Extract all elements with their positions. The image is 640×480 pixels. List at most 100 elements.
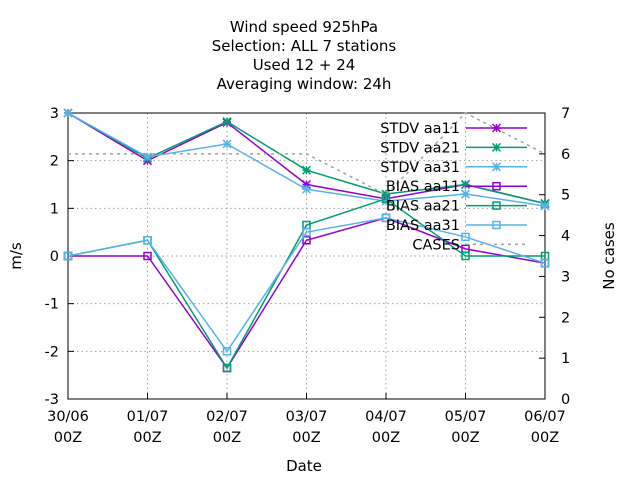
y-axis-ticks: -3 -2 -1 0 1 2 3 bbox=[45, 106, 74, 408]
y2-axis-label: No cases bbox=[600, 222, 618, 290]
legend-label: STDV aa21 bbox=[380, 140, 460, 156]
title-line-2: Selection: ALL 7 stations bbox=[212, 37, 397, 55]
y-tick-label: 3 bbox=[50, 106, 59, 122]
y2-tick-label: 7 bbox=[561, 106, 570, 122]
data-point-stdv-aa31 bbox=[222, 139, 232, 149]
data-point-stdv-aa31 bbox=[460, 189, 471, 199]
x-tick-label-time: 00Z bbox=[531, 430, 559, 446]
data-point-bias-aa31 bbox=[222, 347, 232, 356]
series-bias-aa21 bbox=[63, 194, 550, 373]
x-tick-label-date: 01/07 bbox=[127, 409, 169, 425]
data-point-stdv-aa31 bbox=[540, 201, 550, 211]
data-point-stdv-aa31 bbox=[301, 184, 312, 194]
y-axis-label: m/s bbox=[7, 242, 25, 270]
x-tick-label-date: 04/07 bbox=[365, 409, 407, 425]
y2-tick-label: 5 bbox=[561, 188, 570, 204]
legend-label: STDV aa31 bbox=[380, 160, 460, 176]
legend-swatch-marker bbox=[492, 181, 501, 191]
legend-item-bias-aa21: BIAS aa21 bbox=[386, 199, 527, 215]
legend-swatch-marker bbox=[491, 142, 502, 152]
x-tick-label-date: 05/07 bbox=[445, 409, 487, 425]
legend-label: BIAS aa11 bbox=[386, 179, 460, 195]
data-point-stdv-aa21 bbox=[222, 117, 232, 127]
title-line-1: Wind speed 925hPa bbox=[230, 18, 378, 36]
data-point-stdv-aa21 bbox=[381, 189, 391, 199]
y2-axis-ticks: 0 1 2 3 4 5 6 7 bbox=[539, 106, 570, 408]
star-stroke bbox=[381, 189, 391, 199]
y2-tick-label: 6 bbox=[561, 147, 570, 163]
data-point-bias-aa11 bbox=[143, 251, 152, 261]
data-point-bias-aa31 bbox=[540, 258, 550, 268]
data-point-bias-aa31 bbox=[63, 251, 73, 261]
x-tick-label-time: 00Z bbox=[213, 430, 241, 446]
star-stroke bbox=[222, 117, 232, 127]
y-tick-label: -3 bbox=[45, 392, 59, 408]
legend-item-stdv-aa31: STDV aa31 bbox=[380, 160, 527, 176]
legend-item-bias-aa11: BIAS aa11 bbox=[386, 179, 527, 195]
chart-title: Wind speed 925hPa Selection: ALL 7 stati… bbox=[212, 18, 397, 93]
title-line-4: Averaging window: 24h bbox=[217, 75, 392, 93]
data-point-bias-aa21 bbox=[381, 194, 391, 204]
series-group bbox=[63, 108, 550, 373]
y2-tick-label: 2 bbox=[561, 310, 570, 326]
star-stroke bbox=[460, 179, 471, 190]
legend-item-bias-aa31: BIAS aa31 bbox=[386, 218, 527, 234]
star-stroke bbox=[540, 201, 550, 211]
legend-swatch-marker bbox=[491, 123, 502, 133]
star-stroke bbox=[491, 162, 502, 172]
x-tick-label-date: 02/07 bbox=[206, 409, 248, 425]
star-stroke bbox=[222, 139, 232, 149]
x-tick-label-time: 00Z bbox=[451, 430, 479, 446]
legend-swatch-marker bbox=[491, 162, 502, 172]
star-stroke bbox=[491, 123, 502, 133]
y-tick-label: -1 bbox=[45, 297, 59, 313]
star-stroke bbox=[491, 142, 502, 152]
series-line-bias-aa31 bbox=[67, 217, 546, 353]
series-cases bbox=[68, 112, 546, 196]
x-tick-label-time: 00Z bbox=[372, 430, 400, 446]
series-line-cases bbox=[68, 112, 546, 196]
data-point-bias-aa11 bbox=[302, 236, 311, 245]
legend: STDV aa11 STDV aa21 STDV aa31 BIAS aa11 BIAS… bbox=[380, 121, 527, 253]
data-point-stdv-aa21 bbox=[301, 165, 312, 175]
legend-item-stdv-aa11: STDV aa11 bbox=[380, 121, 527, 137]
series-stdv-aa31 bbox=[63, 108, 550, 211]
title-line-3: Used 12 + 24 bbox=[253, 56, 356, 74]
legend-swatch-marker bbox=[492, 201, 501, 210]
data-point-bias-aa31 bbox=[461, 232, 470, 242]
y2-tick-label: 4 bbox=[561, 229, 570, 245]
legend-swatch-marker bbox=[492, 220, 501, 230]
x-axis-ticks: 30/06 00Z 01/07 00Z 02/07 00Z 03/07 00Z 04/07 00Z… bbox=[47, 393, 566, 446]
star-stroke bbox=[460, 189, 471, 199]
data-point-bias-aa21 bbox=[222, 363, 232, 373]
y2-tick-label: 0 bbox=[561, 392, 570, 408]
legend-item-stdv-aa21: STDV aa21 bbox=[380, 140, 527, 156]
y-tick-label: -2 bbox=[45, 344, 59, 360]
star-stroke bbox=[381, 196, 391, 206]
legend-label: BIAS aa21 bbox=[386, 199, 460, 215]
x-tick-label-date: 03/07 bbox=[286, 409, 328, 425]
series-line-bias-aa11 bbox=[68, 217, 546, 370]
data-point-stdv-aa21 bbox=[460, 179, 471, 190]
legend-label: CASES bbox=[412, 237, 460, 253]
y2-tick-label: 3 bbox=[561, 269, 570, 285]
star-stroke bbox=[301, 165, 312, 175]
y-tick-label: 0 bbox=[50, 249, 59, 265]
x-tick-label-date: 06/07 bbox=[524, 409, 566, 425]
x-axis-label: Date bbox=[286, 457, 322, 475]
x-tick-label-time: 00Z bbox=[54, 430, 82, 446]
y2-tick-label: 1 bbox=[561, 351, 570, 367]
data-point-bias-aa31 bbox=[302, 227, 311, 237]
legend-item-cases: CASES bbox=[412, 237, 527, 253]
x-tick-label-time: 00Z bbox=[133, 430, 161, 446]
star-stroke bbox=[301, 184, 312, 194]
star-stroke bbox=[63, 108, 73, 118]
data-point-bias-aa31 bbox=[381, 213, 391, 223]
y-tick-label: 2 bbox=[50, 154, 59, 170]
data-point-bias-aa31 bbox=[143, 236, 152, 245]
star-stroke bbox=[142, 152, 153, 162]
data-point-bias-aa21 bbox=[461, 251, 470, 261]
x-tick-label-time: 00Z bbox=[292, 430, 320, 446]
y-tick-label: 1 bbox=[50, 201, 59, 217]
